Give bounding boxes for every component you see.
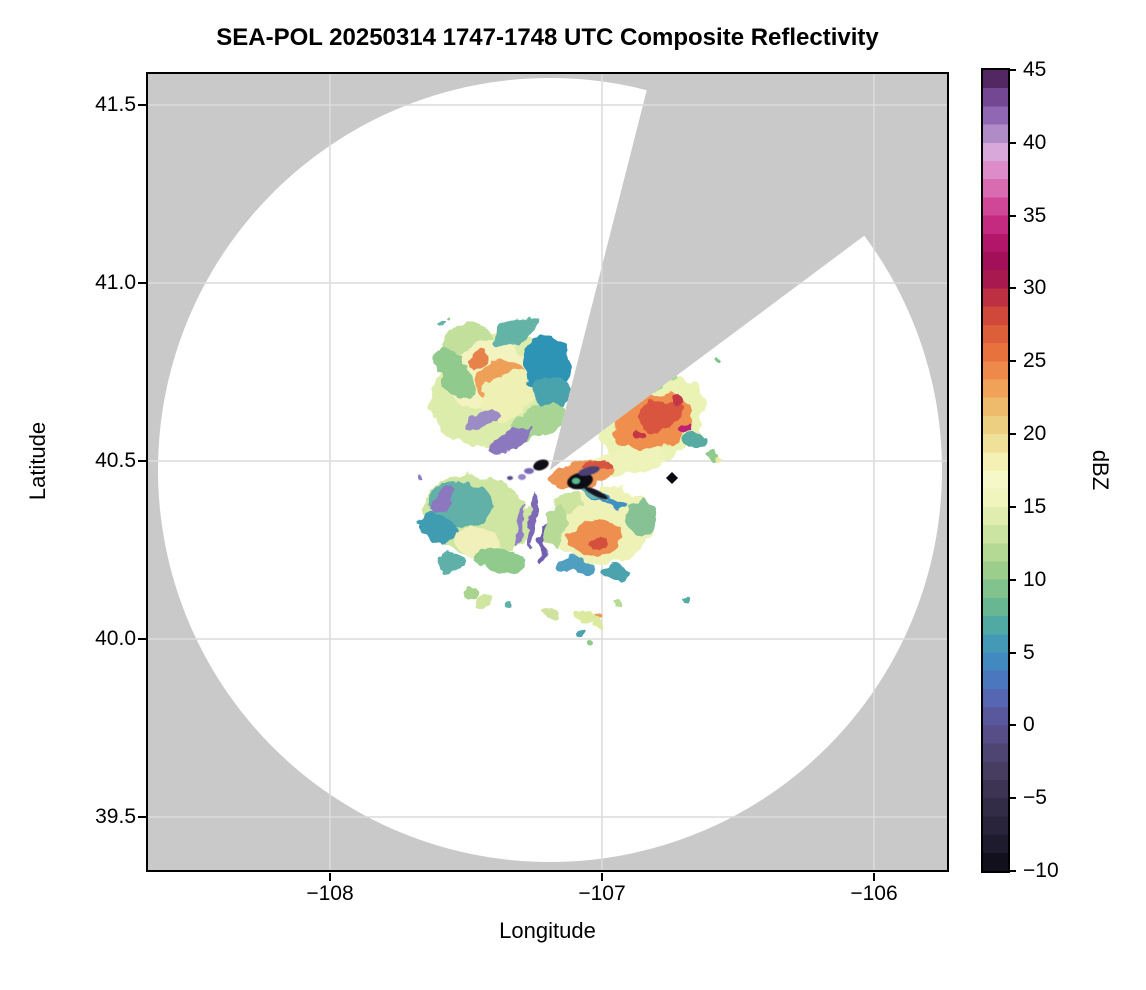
echo-blob — [672, 397, 684, 407]
colorbar-tick-mark — [1009, 505, 1016, 508]
echo-blob — [502, 601, 514, 609]
colorbar-tick-label: 10 — [1023, 567, 1047, 591]
dark-clutter-mark — [578, 466, 600, 476]
echo-blob — [611, 599, 625, 609]
grid-lines — [148, 74, 947, 870]
colorbar-tick-label: 25 — [1023, 349, 1047, 373]
y-tick-mark — [138, 638, 146, 640]
colorbar-tick-mark — [1009, 724, 1016, 727]
echo-blob — [527, 494, 539, 550]
y-tick-mark — [138, 104, 146, 106]
echo-blob — [461, 588, 479, 600]
x-axis-label: Longitude — [499, 918, 596, 943]
echo-blob — [445, 316, 451, 320]
colorbar-tick-label: 45 — [1023, 58, 1047, 81]
echo-blob — [467, 407, 501, 431]
chart-title: SEA-POL 20250314 1747-1748 UTC Composite… — [216, 24, 879, 51]
x-tick-mark — [601, 873, 603, 881]
y-tick-mark — [138, 816, 146, 818]
colorbar-tick-mark — [1009, 797, 1016, 800]
x-tick-label: −106 — [850, 882, 898, 905]
colorbar — [983, 70, 1008, 871]
dark-clutter-mark — [572, 478, 580, 484]
colorbar-tick-mark — [1009, 651, 1016, 654]
colorbar-tick-label: −5 — [1023, 786, 1047, 810]
echo-blob — [538, 524, 548, 564]
echo-blob — [573, 627, 585, 635]
colorbar-tick-label: 35 — [1023, 203, 1047, 227]
x-tick-label: −108 — [306, 882, 354, 905]
y-tick-label: 40.0 — [95, 627, 136, 650]
colorbar-label: dBZ — [1088, 449, 1113, 491]
x-tick-label: −107 — [578, 882, 626, 905]
colorbar-tick-mark — [1009, 141, 1016, 144]
echo-blob — [714, 357, 722, 363]
echo-blob — [532, 376, 572, 408]
y-tick-mark — [138, 460, 146, 462]
colorbar-tick-label: 20 — [1023, 422, 1047, 446]
colorbar-tick-label: 30 — [1023, 276, 1047, 300]
echo-blob — [627, 500, 657, 536]
dark-clutter-mark — [584, 486, 608, 500]
colorbar-tick-label: 0 — [1023, 713, 1035, 737]
echo-blob — [681, 595, 689, 601]
echo-blob — [604, 564, 630, 582]
dark-clutter-mark — [533, 459, 549, 471]
y-tick-label: 41.0 — [95, 271, 136, 294]
echo-blob — [595, 613, 603, 619]
echo-blob — [558, 559, 598, 577]
echo-blob — [633, 430, 643, 438]
colorbar-tick-label: 40 — [1023, 130, 1047, 154]
echo-blob — [417, 475, 423, 479]
colorbar-tick-mark — [1009, 360, 1016, 363]
colorbar-tick-mark — [1009, 870, 1016, 872]
colorbar-tick-mark — [1009, 287, 1016, 290]
colorbar-tick-mark — [1009, 578, 1016, 581]
echo-blob — [590, 537, 608, 549]
colorbar-tick-label: −10 — [1023, 859, 1059, 882]
y-tick-label: 39.5 — [95, 805, 136, 828]
echo-blob — [419, 514, 459, 546]
echo-blob — [545, 504, 567, 548]
echo-blob — [468, 350, 490, 370]
y-tick-mark — [138, 282, 146, 284]
colorbar-tick-mark — [1009, 69, 1016, 71]
echo-blob — [638, 400, 682, 432]
echo-blob — [544, 608, 560, 618]
dark-clutter-mark — [518, 474, 526, 480]
echo-blob — [574, 609, 602, 627]
radar-ppi-plot — [148, 74, 947, 870]
echo-blob — [437, 553, 465, 571]
blocked-sector-wedge — [550, 74, 947, 470]
colorbar-tick-label: 5 — [1023, 640, 1035, 664]
echo-blob — [491, 314, 539, 348]
echo-blob — [488, 426, 532, 454]
echo-blob — [715, 454, 723, 460]
dark-clutter-mark — [507, 476, 513, 480]
x-tick-mark — [873, 873, 875, 881]
echo-blob — [429, 485, 455, 515]
diamond-marker — [666, 472, 678, 484]
echo-blob — [474, 548, 526, 572]
plot-area — [148, 74, 947, 870]
y-tick-label: 41.5 — [95, 93, 136, 116]
echo-blob — [437, 321, 445, 327]
colorbar-outline — [981, 68, 1010, 873]
colorbar-tick-mark — [1009, 214, 1016, 217]
echo-blob — [515, 502, 527, 550]
echo-blob — [683, 431, 705, 449]
colorbar-tick-label: 15 — [1023, 494, 1047, 518]
colorbar-tick-mark — [1009, 433, 1016, 436]
echo-blob — [477, 596, 491, 606]
echo-blob — [588, 641, 596, 647]
clutter-marks — [507, 459, 608, 500]
echo-blob — [682, 424, 690, 432]
x-tick-mark — [329, 873, 331, 881]
dark-clutter-mark — [524, 468, 534, 474]
y-tick-label: 40.5 — [95, 449, 136, 472]
echo-blob — [434, 348, 474, 400]
